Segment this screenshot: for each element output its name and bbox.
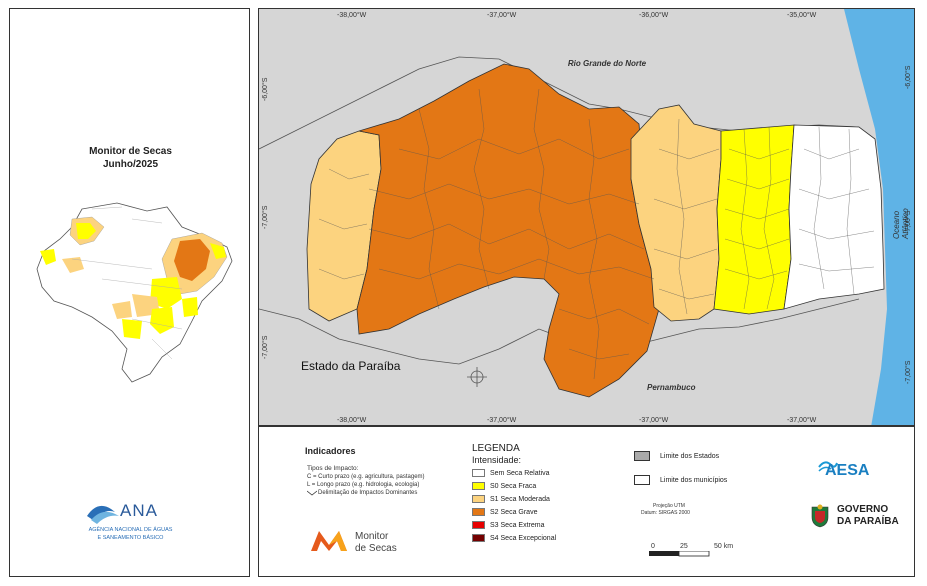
paraiba-coat-of-arms-icon (811, 504, 829, 528)
ana-line2: E SANEAMENTO BÁSICO (97, 535, 164, 541)
inset-subtitle: Junho/2025 (102, 159, 159, 170)
scale-label-50: 50 km (714, 543, 734, 550)
paraiba-drought-map (259, 9, 914, 425)
top-coord-4: -35,00°W (787, 12, 817, 19)
legend-label: S3 Seca Extrema (490, 521, 545, 529)
legend-label: S4 Seca Excepcional (490, 534, 557, 542)
top-coord-2: -37,00°W (487, 12, 517, 19)
legend-swatch (472, 482, 485, 490)
impact-types-title: Tipos de Impacto: (307, 465, 359, 472)
legend-item-s1: S1 Seca Moderada (472, 494, 612, 504)
left-coord-2: -7,00°S (262, 205, 269, 229)
governo-line1: GOVERNO (837, 504, 889, 515)
brazil-inset-map (36, 202, 233, 383)
legend-swatch (472, 534, 485, 542)
limit-municipalities-swatch (634, 475, 650, 485)
ana-logo-icon (87, 505, 119, 524)
scale-bar (649, 551, 710, 557)
monitor-logo-line2: de Secas (355, 543, 397, 554)
top-coord-1: -38,00°W (337, 12, 367, 19)
aesa-logo-text: AESA (825, 462, 870, 479)
right-coord-1: -6,00°S (905, 65, 912, 89)
limit-states-label: Limite dos Estados (660, 452, 720, 460)
right-coord-3: -7,00°S (905, 360, 912, 384)
left-coord-1: -6,00°S (262, 77, 269, 101)
limit-states-swatch (634, 451, 650, 461)
scale-label-25: 25 (680, 543, 688, 550)
legend-label: S2 Seca Grave (490, 508, 538, 516)
legend-subtitle: Intensidade: (472, 455, 522, 465)
ana-logo-text: ANA (120, 501, 158, 520)
main-map-panel: -38,00°W -37,00°W -36,00°W -35,00°W -38,… (258, 8, 915, 426)
limit-states-row: Limite dos Estados (634, 451, 719, 461)
legend-item-s3: S3 Seca Extrema (472, 520, 612, 530)
ana-line1: AGÊNCIA NACIONAL DE ÁGUAS (88, 527, 173, 533)
inset-panel: Monitor de Secas Junho/2025 ANA AGÊNCIA … (9, 8, 250, 577)
scale-label-0: 0 (651, 543, 655, 550)
legend-swatch (472, 469, 485, 477)
impact-short: C = Curto prazo (e.g. agricultura, pasta… (307, 474, 425, 480)
bottom-coord-4: -37,00°W (787, 417, 817, 424)
aesa-logo-icon (818, 461, 838, 472)
legend-label: S1 Seca Moderada (490, 495, 550, 503)
legend-item-s0: S0 Seca Fraca (472, 481, 612, 491)
inset-title: Monitor de Secas (89, 146, 172, 157)
projection-line1: Projeção UTM (653, 503, 685, 509)
legend-swatch (472, 508, 485, 516)
bottom-coord-2: -37,00°W (487, 417, 517, 424)
legend-swatch (472, 521, 485, 529)
label-rio-grande-do-norte: Rio Grande do Norte (567, 59, 647, 68)
monitor-de-secas-logo-icon (311, 531, 347, 551)
impact-delimitation: Delimitação de Impactos Dominantes (318, 490, 418, 496)
legend-label: Sem Seca Relativa (490, 469, 550, 477)
impact-long: L = Longo prazo (e.g. hidrologia, ecolog… (307, 482, 420, 488)
label-ocean: Oceano Atlântico (892, 208, 910, 239)
label-pernambuco: Pernambuco (647, 383, 696, 392)
legend-item-s4: S4 Seca Excepcional (472, 533, 612, 543)
indicators-title: Indicadores (305, 446, 356, 456)
monitor-logo-line1: Monitor (355, 531, 389, 542)
projection-line2: Datum: SIRGAS 2000 (641, 510, 690, 516)
legend-item-none: Sem Seca Relativa (472, 468, 612, 478)
limit-municipalities-row: Limite dos municípios (634, 475, 727, 485)
bottom-coord-3: -37,00°W (639, 417, 669, 424)
legend-swatch (472, 495, 485, 503)
legend-item-s2: S2 Seca Grave (472, 507, 612, 517)
legend-title: LEGENDA (472, 443, 520, 454)
top-coord-3: -36,00°W (639, 12, 669, 19)
left-coord-3: -7,00°S (262, 335, 269, 359)
state-name-label: Estado da Paraíba (301, 359, 401, 373)
legend-panel: Indicadores Tipos de Impacto: C = Curto … (258, 426, 915, 577)
bottom-coord-1: -38,00°W (337, 417, 367, 424)
delimitation-line-icon (307, 490, 317, 496)
governo-line2: DA PARAÍBA (837, 516, 899, 527)
legend-label: S0 Seca Fraca (490, 482, 537, 490)
limit-municipalities-label: Limite dos municípios (660, 476, 728, 484)
